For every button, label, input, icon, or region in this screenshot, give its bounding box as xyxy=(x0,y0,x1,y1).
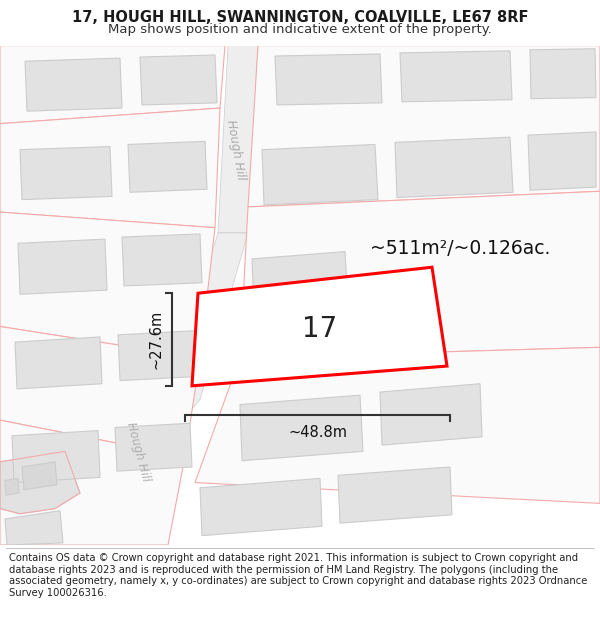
Polygon shape xyxy=(25,58,122,111)
Polygon shape xyxy=(128,141,207,192)
Polygon shape xyxy=(262,144,378,205)
Polygon shape xyxy=(0,212,215,358)
Polygon shape xyxy=(0,451,80,514)
Polygon shape xyxy=(5,478,19,495)
Polygon shape xyxy=(395,137,513,198)
Text: ~27.6m: ~27.6m xyxy=(149,310,164,369)
Polygon shape xyxy=(218,46,258,233)
Polygon shape xyxy=(248,46,600,207)
Polygon shape xyxy=(18,239,107,294)
Polygon shape xyxy=(380,384,482,445)
Polygon shape xyxy=(140,55,217,105)
Polygon shape xyxy=(115,423,192,471)
Text: 17, HOUGH HILL, SWANNINGTON, COALVILLE, LE67 8RF: 17, HOUGH HILL, SWANNINGTON, COALVILLE, … xyxy=(72,10,528,25)
Polygon shape xyxy=(240,395,363,461)
Polygon shape xyxy=(20,146,112,199)
Polygon shape xyxy=(5,511,63,545)
Polygon shape xyxy=(200,478,322,536)
Text: ~511m²/~0.126ac.: ~511m²/~0.126ac. xyxy=(370,239,550,258)
Polygon shape xyxy=(528,132,596,190)
Polygon shape xyxy=(192,268,447,386)
Text: Hough Hill: Hough Hill xyxy=(124,420,152,482)
Polygon shape xyxy=(0,326,200,457)
Polygon shape xyxy=(118,331,197,381)
Text: ~48.8m: ~48.8m xyxy=(288,426,347,441)
Polygon shape xyxy=(400,51,512,102)
Text: Map shows position and indicative extent of the property.: Map shows position and indicative extent… xyxy=(108,22,492,36)
Polygon shape xyxy=(240,191,600,358)
Polygon shape xyxy=(338,467,452,523)
Text: 17: 17 xyxy=(302,314,338,342)
Polygon shape xyxy=(530,49,596,99)
Polygon shape xyxy=(75,233,248,545)
Polygon shape xyxy=(0,46,225,124)
Polygon shape xyxy=(0,108,220,228)
Polygon shape xyxy=(15,337,102,389)
Polygon shape xyxy=(275,54,382,105)
Text: Contains OS data © Crown copyright and database right 2021. This information is : Contains OS data © Crown copyright and d… xyxy=(9,553,587,598)
Polygon shape xyxy=(0,420,185,545)
Polygon shape xyxy=(12,431,100,482)
Polygon shape xyxy=(252,252,348,311)
Polygon shape xyxy=(195,348,600,503)
Text: Hough Hill: Hough Hill xyxy=(224,119,248,181)
Polygon shape xyxy=(122,234,202,286)
Polygon shape xyxy=(22,462,57,490)
